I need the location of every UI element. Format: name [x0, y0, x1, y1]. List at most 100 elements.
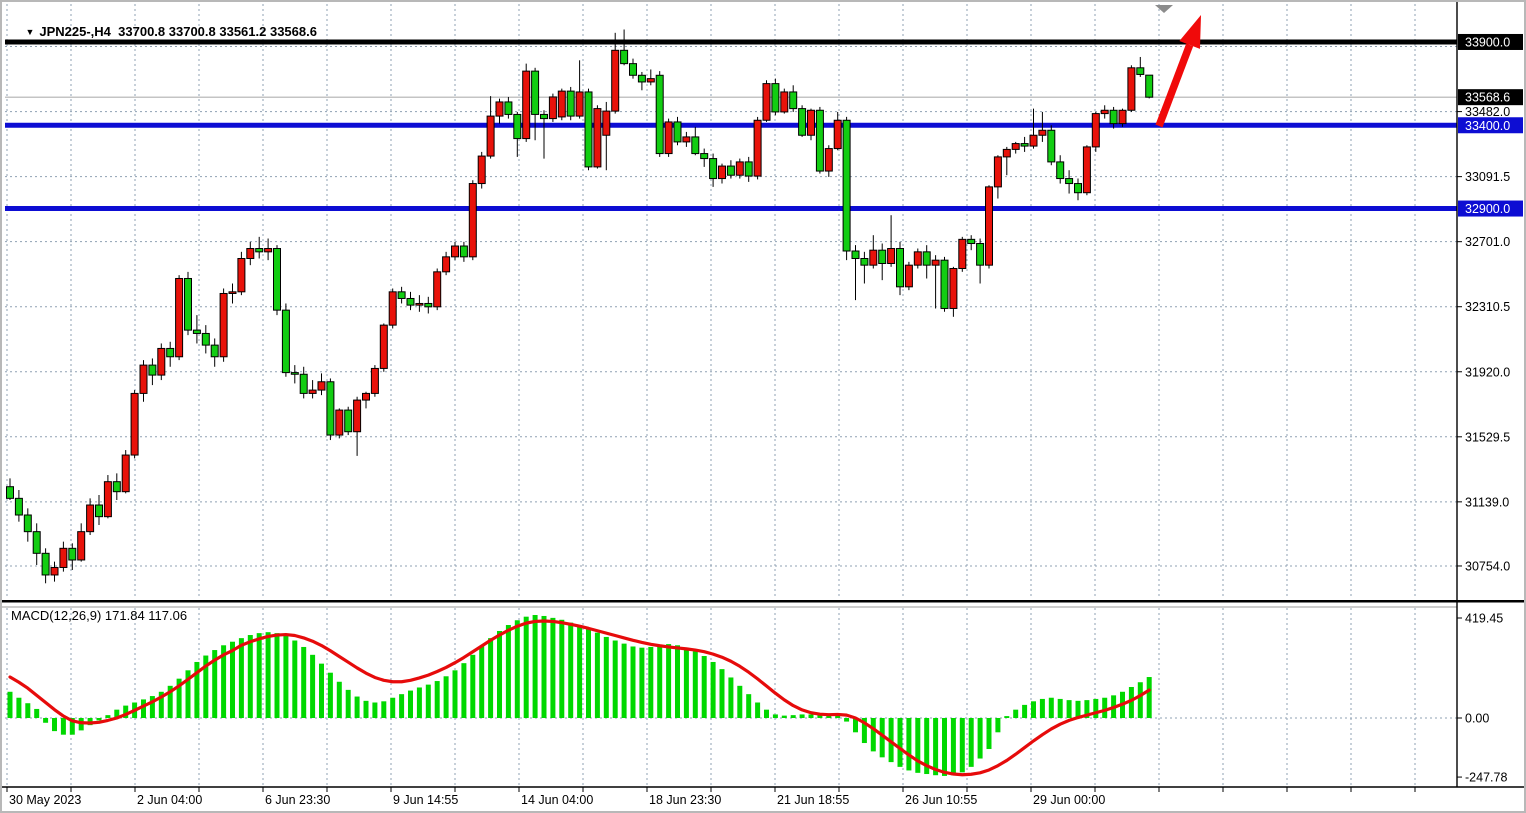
candle [264, 238, 273, 261]
candle [192, 315, 201, 344]
macd-histogram-bar [764, 709, 769, 718]
macd-histogram-bar [924, 718, 930, 775]
macd-histogram-bar [719, 669, 725, 718]
macd-histogram-bar [728, 677, 734, 718]
candle [566, 86, 575, 121]
candle [130, 390, 139, 459]
candle [41, 548, 50, 584]
macd-histogram-bar [203, 655, 209, 718]
macd-histogram-bar [1004, 716, 1010, 718]
candle [112, 473, 121, 501]
candle [887, 215, 896, 267]
macd-histogram-bar [959, 718, 965, 773]
macd-histogram-bar [265, 632, 271, 718]
candle [869, 235, 878, 269]
macd-histogram-bar [933, 718, 939, 776]
macd-histogram-bar [345, 689, 351, 718]
candle [798, 105, 807, 137]
candle [121, 450, 130, 494]
candle [477, 151, 486, 189]
macd-histogram-bar [781, 715, 787, 718]
candle [522, 63, 531, 142]
trend-arrow-shaft[interactable] [1155, 43, 1194, 128]
price-axis-labels: 33482.0 33091.5 32701.0 32310.5 31920.0 31529… [1457, 33, 1523, 785]
candle [753, 116, 762, 180]
trend-arrow-head-icon[interactable] [1179, 15, 1201, 49]
annotations [1155, 5, 1201, 128]
candle [646, 69, 655, 86]
candle [976, 238, 985, 284]
macd-histogram-bar [381, 701, 387, 718]
candle [459, 241, 468, 262]
candle [299, 366, 308, 399]
candle [344, 406, 353, 436]
axis-frame [2, 2, 1524, 788]
macd-axis-label: -247.78 [1465, 771, 1507, 785]
candle [23, 508, 32, 542]
candle [184, 271, 192, 336]
candle [744, 156, 753, 182]
candle [388, 288, 397, 329]
macd-histogram-bar [1102, 697, 1108, 718]
candle [726, 160, 735, 179]
candle [415, 295, 424, 312]
macd-histogram-bar [292, 640, 298, 718]
macd-histogram-bar [523, 616, 529, 718]
price-tag-text: 32900.0 [1465, 202, 1510, 216]
candle [513, 111, 522, 157]
macd-histogram-bar [790, 715, 796, 718]
candle [611, 32, 620, 114]
macd-histogram-bar [16, 697, 22, 718]
time-axis-label: 6 Jun 23:30 [265, 793, 330, 807]
macd-histogram-bar [372, 702, 378, 718]
symbol-dropdown-icon[interactable]: ▼ [25, 27, 35, 37]
candle [1074, 178, 1082, 201]
candle [709, 153, 718, 187]
candle [771, 78, 780, 116]
macd-histogram-bar [986, 718, 992, 749]
macd-histogram-bar [675, 645, 680, 718]
macd-histogram-bar [915, 718, 921, 773]
candle [281, 303, 290, 377]
macd-histogram-bar [870, 718, 876, 752]
candle [68, 543, 77, 570]
macd-histogram-bar [1039, 698, 1045, 718]
candle [157, 343, 166, 381]
candle [468, 180, 477, 261]
macd-histogram-bar [577, 625, 583, 718]
macd-histogram-bar [648, 646, 654, 718]
candle [1109, 106, 1118, 129]
macd-histogram-bar [612, 640, 618, 718]
macd-histogram-bar [167, 685, 173, 718]
macd-histogram-bar [488, 638, 494, 718]
macd-histogram-bar [327, 672, 333, 718]
candle [103, 475, 112, 519]
candle [1091, 111, 1100, 152]
candle [1136, 56, 1145, 77]
candle [718, 163, 726, 184]
price-axis-label: 32701.0 [1465, 235, 1510, 249]
candle [219, 288, 228, 362]
time-axis-label: 26 Jun 10:55 [905, 793, 977, 807]
macd-histogram-bar [879, 718, 885, 758]
candle [691, 126, 700, 156]
candle [1065, 170, 1074, 194]
macd-layer [7, 615, 1152, 777]
candle [949, 266, 958, 317]
macd-histogram-bar [7, 691, 13, 718]
macd-histogram-bar [176, 678, 182, 718]
symbol-title[interactable]: ▼ JPN225-,H4 33700.8 33700.8 33561.2 3356… [11, 9, 317, 54]
candle [1082, 145, 1091, 196]
macd-histogram-bar [105, 715, 111, 718]
macd-histogram-bar [1022, 704, 1028, 718]
macd-histogram-bar [443, 676, 449, 718]
macd-histogram-bar [43, 718, 49, 723]
macd-histogram-bar [256, 633, 262, 718]
macd-histogram-bar [861, 718, 867, 744]
down-triangle-icon[interactable] [1155, 5, 1173, 13]
candle [14, 490, 23, 522]
price-axis-label: 33091.5 [1465, 170, 1510, 184]
macd-histogram-bar [123, 705, 129, 718]
macd-histogram-bar [906, 718, 912, 771]
